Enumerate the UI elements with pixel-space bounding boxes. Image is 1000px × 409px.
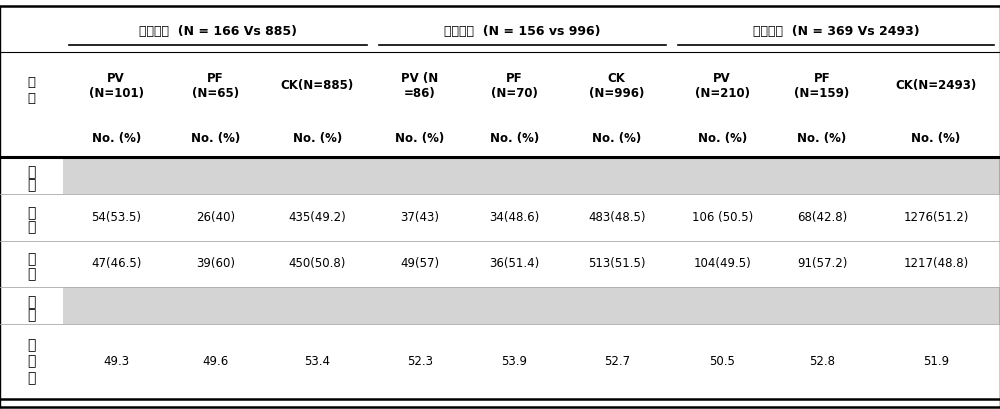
Text: 450(50.8): 450(50.8) <box>289 257 346 270</box>
Text: 征: 征 <box>28 92 36 105</box>
Text: No. (%): No. (%) <box>395 132 445 145</box>
Text: 26(40): 26(40) <box>196 211 235 224</box>
Text: No. (%): No. (%) <box>797 132 847 145</box>
Text: 36(51.4): 36(51.4) <box>489 257 539 270</box>
Text: 女: 女 <box>28 252 36 266</box>
Text: 性: 性 <box>28 165 36 179</box>
Text: No. (%): No. (%) <box>92 132 141 145</box>
Text: CK(N=885): CK(N=885) <box>281 79 354 92</box>
Text: 发现阶段  (N = 166 Vs 885): 发现阶段 (N = 166 Vs 885) <box>139 25 297 38</box>
Text: No. (%): No. (%) <box>592 132 641 145</box>
Text: 39(60): 39(60) <box>196 257 235 270</box>
Text: No. (%): No. (%) <box>293 132 342 145</box>
Text: CK
(N=996): CK (N=996) <box>589 72 644 100</box>
Text: PV
(N=101): PV (N=101) <box>89 72 144 100</box>
Text: 值: 值 <box>28 371 36 385</box>
Text: 68(42.8): 68(42.8) <box>797 211 847 224</box>
Text: PF
(N=65): PF (N=65) <box>192 72 239 100</box>
Text: PF
(N=159): PF (N=159) <box>794 72 850 100</box>
Text: 特: 特 <box>28 76 36 89</box>
Text: 52.3: 52.3 <box>407 355 433 368</box>
Text: 91(57.2): 91(57.2) <box>797 257 847 270</box>
Text: 483(48.5): 483(48.5) <box>588 211 646 224</box>
Text: No. (%): No. (%) <box>698 132 747 145</box>
Text: 49.6: 49.6 <box>202 355 229 368</box>
Text: 52.7: 52.7 <box>604 355 630 368</box>
Text: 106 (50.5): 106 (50.5) <box>692 211 753 224</box>
Text: 联合分析  (N = 369 Vs 2493): 联合分析 (N = 369 Vs 2493) <box>753 25 919 38</box>
Text: 性: 性 <box>28 267 36 281</box>
Text: 37(43): 37(43) <box>401 211 440 224</box>
Text: PF
(N=70): PF (N=70) <box>491 72 538 100</box>
Text: 龄: 龄 <box>28 308 36 322</box>
Text: 平: 平 <box>28 338 36 352</box>
Text: No. (%): No. (%) <box>911 132 961 145</box>
Text: 54(53.5): 54(53.5) <box>91 211 141 224</box>
Text: 53.4: 53.4 <box>304 355 330 368</box>
Text: 435(49.2): 435(49.2) <box>289 211 346 224</box>
Text: 均: 均 <box>28 355 36 369</box>
Text: 53.9: 53.9 <box>501 355 527 368</box>
Text: 1217(48.8): 1217(48.8) <box>903 257 969 270</box>
Text: 34(48.6): 34(48.6) <box>489 211 539 224</box>
Text: 50.5: 50.5 <box>709 355 735 368</box>
Bar <box>63 157 1000 194</box>
Text: PV (N
=86): PV (N =86) <box>401 72 439 100</box>
Text: 性: 性 <box>28 221 36 235</box>
Text: 别: 别 <box>28 178 36 192</box>
Text: 51.9: 51.9 <box>923 355 949 368</box>
Text: 男: 男 <box>28 206 36 220</box>
Bar <box>63 287 1000 324</box>
Text: CK(N=2493): CK(N=2493) <box>895 79 977 92</box>
Text: 1276(51.2): 1276(51.2) <box>903 211 969 224</box>
Text: 49(57): 49(57) <box>401 257 440 270</box>
Text: PV
(N=210): PV (N=210) <box>695 72 750 100</box>
Text: No. (%): No. (%) <box>490 132 539 145</box>
Text: 验证阶段  (N = 156 vs 996): 验证阶段 (N = 156 vs 996) <box>444 25 601 38</box>
Text: 年: 年 <box>28 295 36 309</box>
Text: 52.8: 52.8 <box>809 355 835 368</box>
Text: 47(46.5): 47(46.5) <box>91 257 141 270</box>
Text: 513(51.5): 513(51.5) <box>588 257 646 270</box>
Text: 104(49.5): 104(49.5) <box>693 257 751 270</box>
Text: No. (%): No. (%) <box>191 132 240 145</box>
Text: 49.3: 49.3 <box>103 355 129 368</box>
